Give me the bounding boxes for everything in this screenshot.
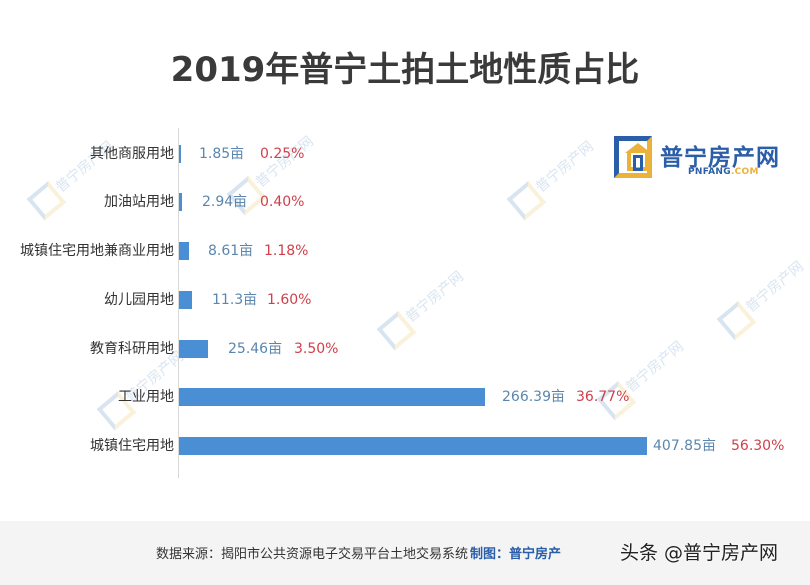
house-logo-icon — [614, 136, 652, 178]
y-axis-line — [178, 128, 179, 478]
watermark-logo-icon: 普宁房产网 — [713, 259, 807, 348]
percent-label: 3.50% — [294, 341, 339, 357]
category-label: 工业用地 — [118, 389, 174, 405]
bar — [179, 291, 192, 309]
bar — [179, 193, 182, 211]
brand-logo: 普宁房产网 PNFANG.COM — [614, 134, 804, 184]
bar-row: 教育科研用地 25.46亩 3.50% — [0, 339, 810, 359]
bar — [179, 242, 189, 260]
bar — [179, 340, 208, 358]
category-label: 城镇住宅用地兼商业用地 — [20, 243, 174, 259]
footer: 数据来源：揭阳市公共资源电子交易平台土地交易系统 制图：普宁房产 头条 @普宁房… — [0, 521, 810, 585]
value-label: 1.85亩 — [199, 146, 245, 162]
percent-label: 36.77% — [576, 389, 630, 405]
bar-row: 城镇住宅用地兼商业用地 8.61亩 1.18% — [0, 241, 810, 261]
value-label: 266.39亩 — [502, 389, 565, 405]
bar-row: 加油站用地 2.94亩 0.40% — [0, 192, 810, 212]
value-label: 11.3亩 — [212, 292, 258, 308]
value-label: 25.46亩 — [228, 341, 283, 357]
brand-name: 普宁房产网 — [660, 145, 780, 171]
bar-row: 其他商服用地 1.85亩 0.25% — [0, 144, 810, 164]
bar-row: 幼儿园用地 11.3亩 1.60% — [0, 290, 810, 310]
data-source-note: 数据来源：揭阳市公共资源电子交易平台土地交易系统 — [156, 547, 469, 562]
percent-label: 56.30% — [731, 438, 785, 454]
value-label: 2.94亩 — [202, 194, 248, 210]
bar — [179, 437, 647, 455]
bar — [179, 388, 485, 406]
category-label: 教育科研用地 — [90, 341, 174, 357]
brand-domain: PNFANG.COM — [688, 167, 759, 177]
percent-label: 0.40% — [260, 194, 305, 210]
percent-label: 0.25% — [260, 146, 305, 162]
percent-label: 1.18% — [264, 243, 309, 259]
chart-credit: 制图：普宁房产 — [470, 547, 562, 562]
category-label: 城镇住宅用地 — [90, 438, 174, 454]
platform-watermark: 头条 @普宁房产网 — [620, 542, 779, 564]
chart-title: 2019年普宁土拍土地性质占比 — [170, 50, 640, 90]
category-label: 幼儿园用地 — [104, 292, 174, 308]
category-label: 其他商服用地 — [90, 146, 174, 162]
percent-label: 1.60% — [267, 292, 312, 308]
bar — [179, 145, 181, 163]
value-label: 407.85亩 — [653, 438, 716, 454]
bar-row: 工业用地 266.39亩 36.77% — [0, 387, 810, 407]
bar-row: 城镇住宅用地 407.85亩 56.30% — [0, 436, 810, 456]
value-label: 8.61亩 — [208, 243, 254, 259]
category-label: 加油站用地 — [104, 194, 174, 210]
